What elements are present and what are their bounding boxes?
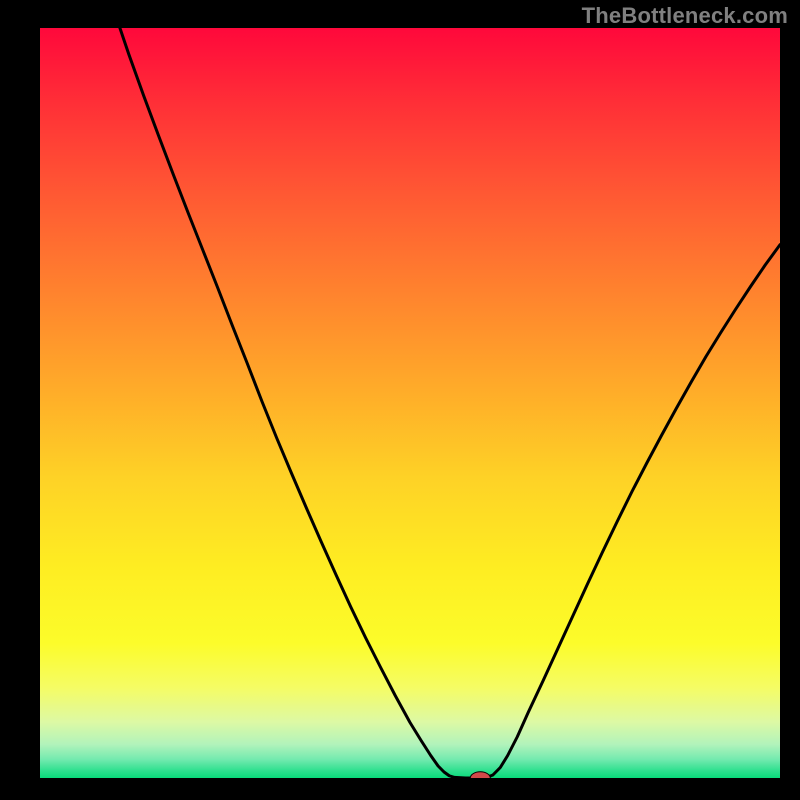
bottleneck-chart (0, 0, 800, 800)
chart-background (40, 28, 780, 778)
chart-stage: TheBottleneck.com (0, 0, 800, 800)
optimal-point-marker (470, 772, 490, 784)
